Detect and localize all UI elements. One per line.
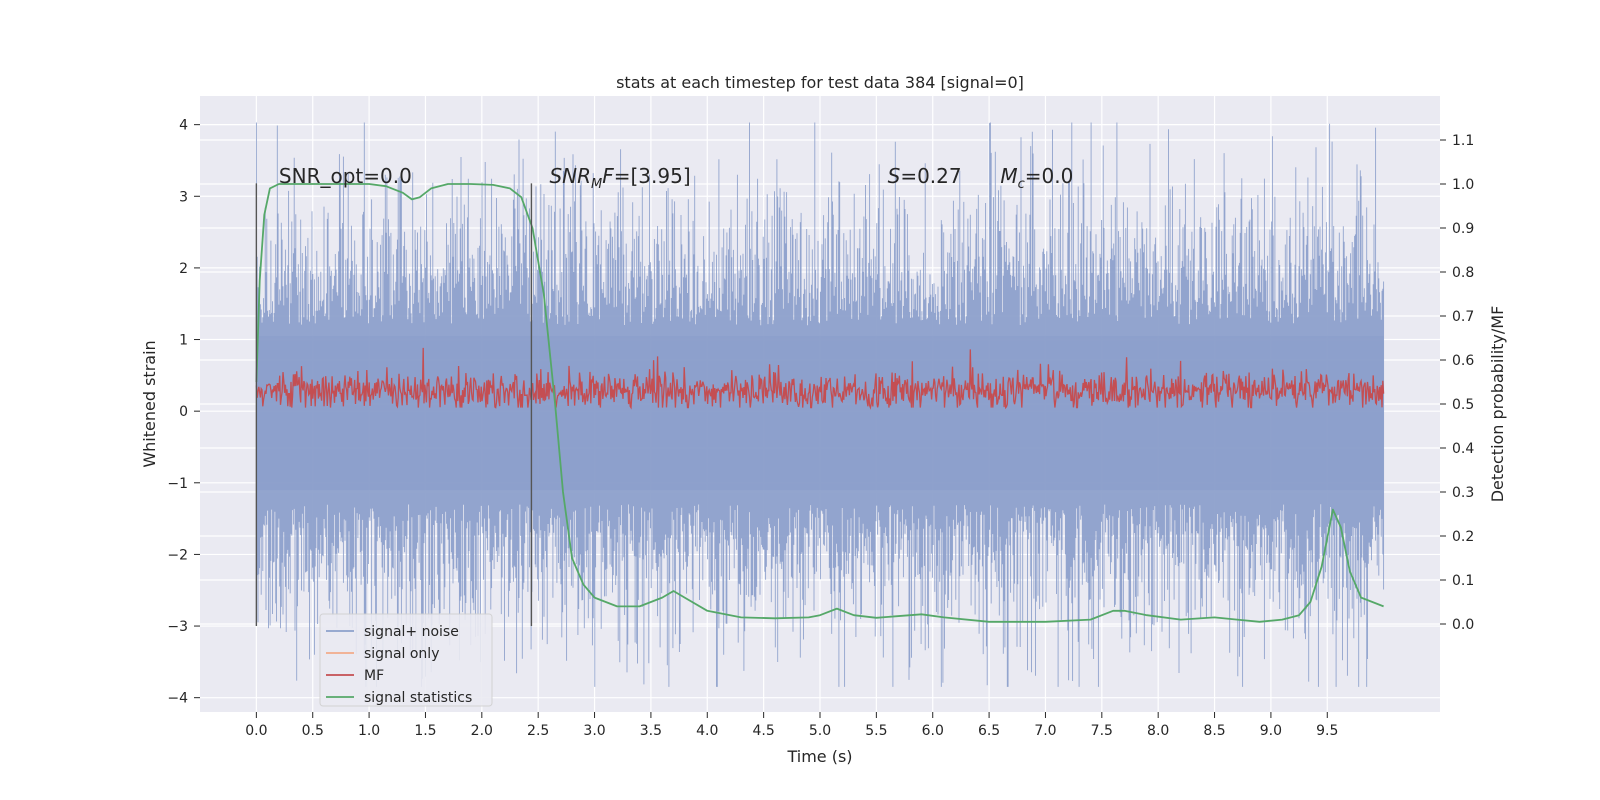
series-signal-noise-core — [256, 335, 1384, 490]
y-tick-label: −1 — [167, 476, 188, 492]
y-right-tick-label: 0.6 — [1452, 353, 1474, 369]
y-tick-label: 4 — [179, 118, 188, 134]
annotation-1: SNRMF=[3.95] — [549, 164, 690, 192]
y-tick-label: −3 — [167, 619, 188, 635]
y-right-tick-label: 0.3 — [1452, 485, 1474, 501]
legend: signal+ noise signal only MF signal statist… — [319, 613, 493, 707]
y-axis-left: −4 −3 −2 −1 0 1 2 3 4 — [167, 118, 200, 707]
y-right-tick-label: 0.0 — [1452, 617, 1474, 633]
x-tick-label: 6.5 — [978, 723, 1000, 739]
legend-label: MF — [364, 668, 384, 684]
y-axis-right: 0.0 0.1 0.2 0.3 0.4 0.5 0.6 0.7 0.8 0.9 1.0 1.1 — [1440, 133, 1474, 633]
x-tick-label: 5.0 — [809, 723, 831, 739]
y-right-tick-label: 0.8 — [1452, 265, 1474, 281]
legend-label: signal+ noise — [364, 624, 459, 640]
x-tick-label: 9.5 — [1316, 723, 1338, 739]
y-right-tick-label: 0.7 — [1452, 309, 1474, 325]
annotation-2: S=0.27 — [888, 164, 962, 188]
x-tick-label: 2.0 — [471, 723, 493, 739]
y-right-tick-label: 1.1 — [1452, 133, 1474, 149]
x-tick-label: 9.0 — [1260, 723, 1282, 739]
x-tick-label: 8.0 — [1147, 723, 1169, 739]
legend-box — [319, 613, 493, 707]
y-right-tick-label: 0.1 — [1452, 573, 1474, 589]
legend-label: signal only — [364, 646, 439, 662]
x-tick-label: 3.5 — [640, 723, 662, 739]
annotation-0: SNR_opt=0.0 — [279, 164, 412, 188]
y-right-tick-label: 0.2 — [1452, 529, 1474, 545]
x-tick-label: 1.0 — [358, 723, 380, 739]
y-right-tick-label: 0.4 — [1452, 441, 1474, 457]
y-tick-label: 1 — [179, 333, 188, 349]
x-axis-label: Time (s) — [786, 747, 852, 766]
y-right-tick-label: 1.0 — [1452, 177, 1474, 193]
x-tick-label: 8.5 — [1203, 723, 1225, 739]
y-tick-label: −2 — [167, 547, 188, 563]
y-tick-label: 0 — [179, 404, 188, 420]
y-tick-label: −4 — [167, 691, 188, 707]
series-mf — [255, 347, 1385, 410]
x-tick-label: 4.0 — [696, 723, 718, 739]
annotation-3: Mc=0.0 — [1000, 164, 1073, 192]
chart-title: stats at each timestep for test data 384… — [616, 73, 1024, 92]
x-tick-label: 7.0 — [1034, 723, 1056, 739]
annotations: SNR_opt=0.0 SNRMF=[3.95] S=0.27 Mc=0.0 — [279, 164, 1073, 192]
y-axis-label: Whitened strain — [140, 340, 159, 467]
x-tick-label: 5.5 — [865, 723, 887, 739]
x-tick-label: 3.0 — [583, 723, 605, 739]
y-axis-right-label: Detection probability/MF — [1488, 306, 1507, 503]
x-tick-label: 7.5 — [1091, 723, 1113, 739]
y-right-tick-label: 0.9 — [1452, 221, 1474, 237]
x-tick-label: 0.5 — [302, 723, 324, 739]
series-signal-statistics — [255, 183, 1384, 623]
x-tick-label: 2.5 — [527, 723, 549, 739]
x-tick-label: 6.0 — [922, 723, 944, 739]
y-tick-label: 3 — [179, 189, 188, 205]
series-layer — [255, 122, 1385, 687]
window-markers — [255, 183, 533, 627]
x-tick-label: 1.5 — [414, 723, 436, 739]
y-right-tick-label: 0.5 — [1452, 397, 1474, 413]
x-tick-label: 4.5 — [753, 723, 775, 739]
legend-label: signal statistics — [364, 690, 472, 706]
x-tick-label: 0.0 — [245, 723, 267, 739]
x-axis: 0.0 0.5 1.0 1.5 2.0 2.5 3.0 3.5 4.0 4.5 5.0 5.5 6.0 6… — [245, 712, 1338, 739]
y-tick-label: 2 — [179, 261, 188, 277]
